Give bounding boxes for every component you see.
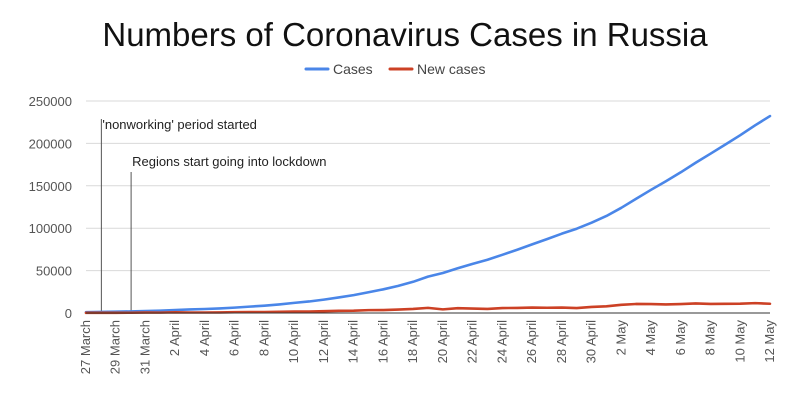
x-tick-label-31-march: 31 March — [137, 320, 152, 374]
y-tick-label-250000: 250000 — [29, 94, 72, 109]
x-tick-label-30-april: 30 April — [584, 320, 599, 363]
x-tick-label-12-april: 12 April — [316, 320, 331, 363]
annotations: 'nonworking' period started Regions start… — [100, 117, 326, 313]
legend-item-new-cases: New cases — [388, 61, 485, 77]
x-tick-label-18-april: 18 April — [405, 320, 420, 363]
y-tick-label-0: 0 — [65, 306, 72, 321]
legend-item-cases: Cases — [304, 61, 373, 77]
x-tick-label-10-may: 10 May — [732, 320, 747, 363]
x-tick-label-8-april: 8 April — [256, 320, 271, 356]
x-tick-label-6-april: 6 April — [227, 320, 242, 356]
chart-title: Numbers of Coronavirus Cases in Russia — [102, 16, 708, 53]
x-tick-label-24-april: 24 April — [494, 320, 509, 363]
series-line-cases — [84, 114, 772, 314]
x-tick-label-20-april: 20 April — [435, 320, 450, 363]
x-tick-label-12-may: 12 May — [762, 320, 777, 363]
legend-label-new-cases: New cases — [417, 61, 485, 77]
x-tick-label-14-april: 14 April — [346, 320, 361, 363]
x-tick-label-28-april: 28 April — [554, 320, 569, 363]
x-axis: 27 March 29 March 31 March 2 April 4 April 6 … — [78, 320, 777, 375]
x-tick-label-4-april: 4 April — [197, 320, 212, 356]
legend-label-cases: Cases — [333, 61, 373, 77]
x-tick-label-16-april: 16 April — [375, 320, 390, 363]
x-tick-label-6-may: 6 May — [673, 320, 688, 356]
gridlines — [86, 100, 770, 272]
x-tick-label-4-may: 4 May — [643, 320, 658, 356]
series-lines — [84, 114, 772, 315]
x-tick-label-29-march: 29 March — [108, 320, 123, 374]
y-axis: 0 50000 100000 150000 200000 250000 — [29, 94, 72, 321]
y-tick-label-200000: 200000 — [29, 136, 72, 151]
x-tick-label-2-may: 2 May — [613, 320, 628, 356]
x-tick-label-26-april: 26 April — [524, 320, 539, 363]
annotation-label-2: Regions start going into lockdown — [132, 154, 326, 169]
x-tick-label-8-may: 8 May — [703, 320, 718, 356]
y-tick-label-150000: 150000 — [29, 179, 72, 194]
y-tick-label-100000: 100000 — [29, 221, 72, 236]
x-tick-label-2-april: 2 April — [167, 320, 182, 356]
x-tick-label-27-march: 27 March — [78, 320, 93, 374]
legend: Cases New cases — [304, 61, 485, 77]
series-line-new-cases — [84, 301, 772, 315]
x-tick-label-10-april: 10 April — [286, 320, 301, 363]
x-tick-label-22-april: 22 April — [465, 320, 480, 363]
y-tick-label-50000: 50000 — [36, 264, 72, 279]
annotation-label-1: 'nonworking' period started — [102, 117, 257, 132]
